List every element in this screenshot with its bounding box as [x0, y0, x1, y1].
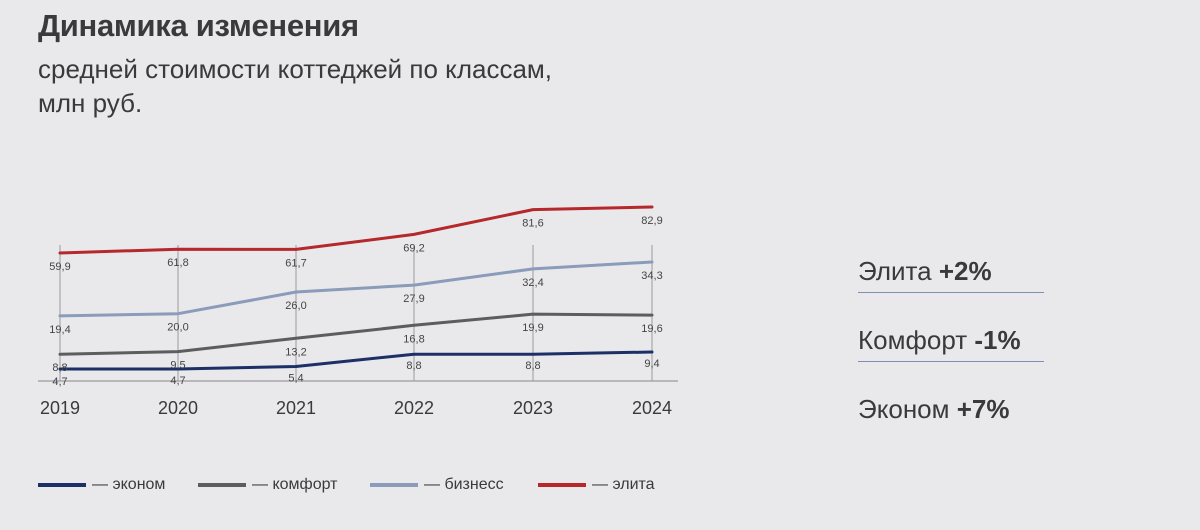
legend-swatch-elite	[538, 483, 586, 487]
legend-label-economy: — эконом	[92, 476, 166, 493]
data-label-elite: 59,9	[49, 261, 70, 273]
data-label-elite: 69,2	[403, 242, 424, 254]
legend-swatch-economy	[38, 483, 86, 487]
legend-item-comfort: — комфорт	[198, 476, 337, 494]
legend-label-elite: — элита	[592, 476, 655, 493]
x-tick-label: 2019	[40, 398, 80, 418]
x-tick-label: 2024	[632, 398, 672, 418]
data-label-comfort: 16,8	[403, 333, 424, 345]
stat-elite-change: +2%	[938, 256, 992, 286]
legend-item-elite: — элита	[538, 476, 655, 494]
data-label-business: 32,4	[522, 277, 543, 289]
class-change-summary: Элита +2% Комфорт -1% Эконом +7%	[858, 250, 1044, 456]
data-label-comfort: 19,6	[641, 323, 662, 335]
data-label-comfort: 13,2	[285, 346, 306, 358]
legend-item-business: — бизнесс	[370, 476, 504, 494]
stat-elite: Элита +2%	[858, 250, 1044, 293]
data-label-economy: 9,4	[644, 358, 659, 370]
legend-label-business: — бизнесс	[424, 476, 504, 493]
chart-title: Динамика изменения	[38, 8, 359, 43]
x-tick-label: 2020	[158, 398, 198, 418]
stat-elite-name: Элита	[858, 256, 932, 286]
data-label-business: 26,0	[285, 300, 306, 312]
stat-economy-name: Эконом	[858, 394, 950, 424]
data-label-economy: 5,4	[288, 373, 303, 385]
stat-comfort: Комфорт -1%	[858, 319, 1044, 362]
legend-swatch-comfort	[198, 483, 246, 487]
series-line-comfort	[58, 312, 654, 356]
x-tick-label: 2021	[276, 398, 316, 418]
data-label-economy: 4,7	[52, 376, 67, 388]
legend-label-comfort: — комфорт	[252, 476, 338, 493]
data-label-comfort: 9,5	[170, 360, 185, 372]
x-tick-label: 2022	[394, 398, 434, 418]
data-label-business: 19,4	[49, 324, 70, 336]
data-label-comfort: 19,9	[522, 322, 543, 334]
series-line-business	[58, 260, 654, 318]
stat-economy: Эконом +7%	[858, 388, 1044, 430]
data-label-comfort: 8,8	[52, 362, 67, 374]
stat-comfort-name: Комфорт	[858, 325, 968, 355]
data-label-business: 27,9	[403, 293, 424, 305]
legend-swatch-business	[370, 483, 418, 487]
chart-subtitle: средней стоимости коттеджей по классам, …	[38, 54, 553, 118]
legend-item-economy: — эконом	[38, 476, 165, 494]
data-label-elite: 61,7	[285, 257, 306, 269]
data-label-economy: 4,7	[170, 375, 185, 387]
data-label-elite: 82,9	[641, 215, 662, 227]
data-label-business: 20,0	[167, 322, 188, 334]
data-label-elite: 61,8	[167, 257, 188, 269]
stat-comfort-change: -1%	[974, 325, 1021, 355]
series-line-economy	[58, 350, 654, 371]
data-label-economy: 8,8	[406, 360, 421, 372]
stat-economy-change: +7%	[956, 394, 1010, 424]
data-label-elite: 81,6	[522, 218, 543, 230]
data-label-business: 34,3	[641, 270, 662, 282]
data-label-economy: 8,8	[525, 360, 540, 372]
series-line-elite	[58, 205, 654, 255]
x-tick-label: 2023	[513, 398, 553, 418]
